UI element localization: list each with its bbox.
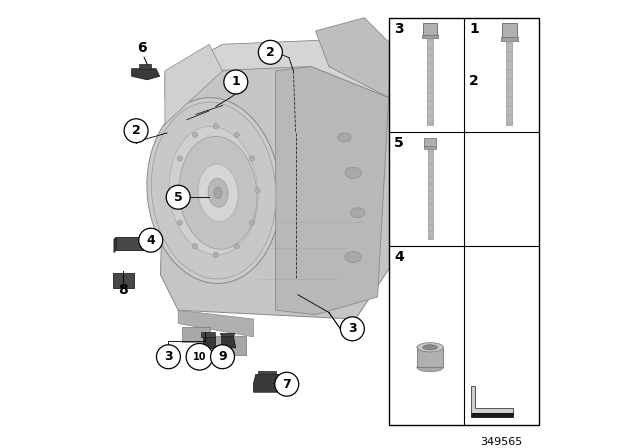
FancyBboxPatch shape [417, 347, 444, 367]
Ellipse shape [423, 345, 438, 350]
Circle shape [224, 70, 248, 94]
Ellipse shape [192, 132, 198, 138]
Text: 5: 5 [394, 136, 404, 151]
Polygon shape [161, 62, 391, 319]
Ellipse shape [234, 244, 239, 249]
Ellipse shape [214, 187, 222, 198]
Ellipse shape [338, 133, 351, 142]
FancyBboxPatch shape [423, 23, 437, 36]
Circle shape [139, 228, 163, 252]
FancyBboxPatch shape [422, 34, 438, 38]
FancyBboxPatch shape [428, 38, 433, 125]
Ellipse shape [147, 98, 280, 284]
Text: 1: 1 [232, 75, 240, 89]
Ellipse shape [213, 124, 218, 129]
Polygon shape [139, 64, 150, 69]
FancyBboxPatch shape [424, 146, 436, 149]
Polygon shape [132, 69, 159, 80]
Circle shape [211, 345, 234, 369]
Circle shape [340, 317, 364, 341]
Circle shape [166, 185, 190, 209]
Ellipse shape [208, 178, 228, 207]
Polygon shape [202, 337, 214, 348]
Circle shape [259, 40, 282, 64]
Circle shape [186, 344, 212, 370]
FancyBboxPatch shape [182, 327, 210, 342]
Ellipse shape [172, 188, 177, 193]
Ellipse shape [177, 220, 182, 225]
Ellipse shape [198, 164, 238, 221]
FancyBboxPatch shape [501, 37, 518, 41]
Polygon shape [253, 375, 282, 392]
Ellipse shape [177, 156, 182, 161]
Text: 5: 5 [174, 191, 182, 204]
Text: 10: 10 [193, 352, 206, 362]
Text: 2: 2 [266, 46, 275, 59]
Polygon shape [470, 387, 513, 413]
Text: 349565: 349565 [481, 436, 523, 447]
Polygon shape [470, 413, 513, 417]
Circle shape [124, 119, 148, 143]
Polygon shape [178, 310, 253, 337]
Circle shape [156, 345, 180, 369]
Polygon shape [165, 40, 391, 98]
Polygon shape [258, 371, 276, 375]
Polygon shape [201, 332, 214, 337]
Ellipse shape [417, 343, 444, 352]
FancyBboxPatch shape [424, 138, 436, 147]
Ellipse shape [345, 251, 362, 263]
Ellipse shape [350, 208, 365, 218]
Polygon shape [116, 237, 143, 250]
FancyBboxPatch shape [506, 41, 513, 125]
Text: 2: 2 [469, 73, 479, 87]
Ellipse shape [255, 188, 260, 193]
Text: 9: 9 [218, 350, 227, 363]
Ellipse shape [179, 136, 257, 249]
Text: 8: 8 [118, 283, 128, 297]
Ellipse shape [151, 102, 276, 279]
Ellipse shape [213, 252, 218, 258]
FancyBboxPatch shape [428, 149, 433, 239]
Polygon shape [220, 333, 235, 337]
Ellipse shape [345, 167, 362, 178]
Text: 3: 3 [394, 22, 404, 36]
FancyBboxPatch shape [388, 18, 540, 426]
Ellipse shape [234, 132, 239, 138]
Ellipse shape [250, 156, 255, 161]
Text: 3: 3 [164, 350, 173, 363]
Ellipse shape [417, 362, 444, 372]
Text: 4: 4 [147, 234, 155, 247]
Polygon shape [165, 44, 223, 124]
Text: 6: 6 [137, 41, 147, 56]
Polygon shape [114, 237, 116, 253]
Text: 3: 3 [348, 322, 356, 336]
Text: 4: 4 [394, 250, 404, 264]
FancyBboxPatch shape [212, 336, 246, 355]
Polygon shape [113, 272, 134, 288]
Polygon shape [221, 337, 236, 348]
Ellipse shape [192, 244, 198, 249]
Polygon shape [276, 66, 388, 314]
FancyBboxPatch shape [502, 23, 516, 39]
Text: 2: 2 [132, 124, 140, 137]
Text: 7: 7 [282, 378, 291, 391]
Ellipse shape [250, 220, 255, 225]
Text: 1: 1 [469, 22, 479, 36]
Ellipse shape [169, 126, 258, 255]
Circle shape [275, 372, 299, 396]
Polygon shape [316, 18, 391, 98]
